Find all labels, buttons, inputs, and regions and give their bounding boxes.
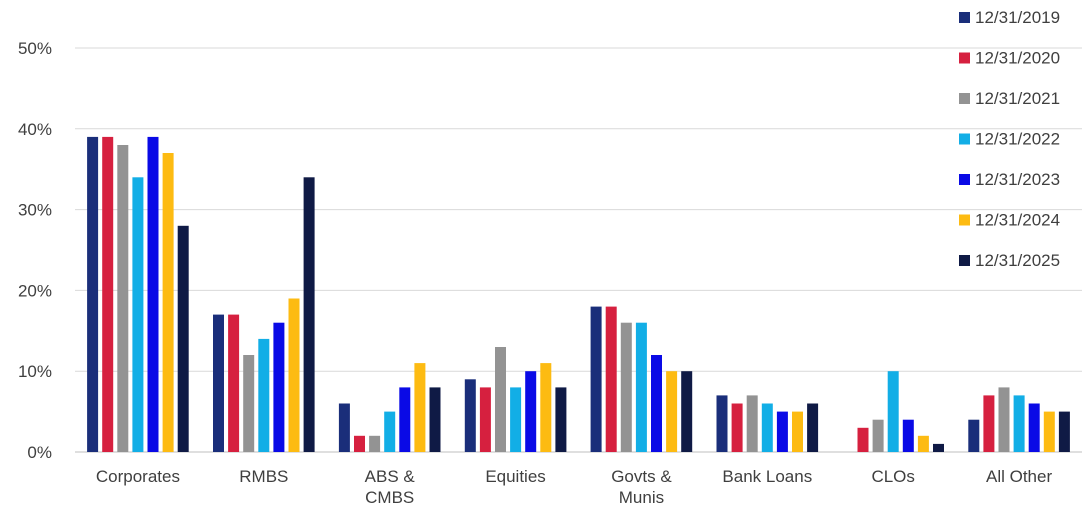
legend-item: 12/31/2020 (959, 49, 1060, 68)
legend-label: 12/31/2019 (975, 8, 1060, 27)
legend-label: 12/31/2024 (975, 211, 1060, 230)
legend-label: 12/31/2023 (975, 170, 1060, 189)
bar (510, 387, 522, 452)
bar (464, 379, 476, 452)
bar (620, 322, 632, 452)
y-tick-label: 0% (27, 443, 52, 462)
gridlines (75, 47, 1082, 453)
bar (983, 395, 995, 452)
bar (354, 435, 365, 452)
y-tick-label: 20% (18, 281, 52, 300)
bar (651, 355, 662, 452)
legend-item: 12/31/2023 (959, 170, 1060, 189)
bar (872, 419, 884, 452)
category-label: ABS & CMBS (365, 467, 416, 507)
legend-label: 12/31/2020 (975, 49, 1060, 68)
bar (605, 306, 617, 452)
bar (288, 298, 300, 452)
bar (147, 136, 159, 452)
legend-item: 12/31/2019 (959, 8, 1060, 27)
category-label: RMBS (239, 467, 288, 486)
y-tick-label: 50% (18, 39, 52, 58)
y-tick-label: 10% (18, 362, 52, 381)
bar (1058, 411, 1070, 452)
legend-item: 12/31/2025 (959, 251, 1060, 270)
bar (1028, 403, 1040, 452)
bar (746, 395, 758, 452)
legend-swatch (959, 93, 970, 104)
bar (998, 387, 1010, 452)
bar (177, 225, 189, 452)
category-label: All Other (986, 467, 1052, 486)
bar (555, 387, 567, 452)
legend-swatch (959, 52, 970, 64)
bar (338, 403, 350, 452)
bar (666, 371, 678, 452)
bar (273, 322, 285, 452)
bar (525, 371, 537, 452)
x-axis: Corporates RMBS ABS & CMBS Equities Govts & Mu… (96, 467, 1053, 507)
bar (479, 387, 491, 452)
bar (968, 419, 980, 452)
bar (902, 419, 914, 452)
bar (540, 363, 552, 452)
bar (102, 136, 114, 452)
category-label: Govts & Munis (611, 467, 672, 507)
legend-swatch (959, 174, 970, 185)
bar (414, 363, 426, 452)
category-label: Bank Loans (722, 467, 812, 486)
bar (369, 435, 381, 452)
bar (1043, 411, 1055, 452)
bar (635, 322, 647, 452)
bar (258, 338, 270, 452)
bar (590, 306, 602, 452)
legend-label: 12/31/2025 (975, 251, 1060, 270)
bar (807, 403, 819, 452)
bar (933, 443, 944, 452)
bar (731, 403, 743, 452)
bar (792, 411, 803, 452)
bar (681, 371, 693, 452)
legend-item: 12/31/2022 (959, 130, 1060, 149)
legend-swatch (959, 214, 970, 226)
bar (117, 145, 129, 452)
legend: 12/31/2019 12/31/2020 12/31/2021 12/31/2022… (959, 8, 1060, 270)
bar (162, 153, 174, 452)
bar (761, 403, 773, 452)
legend-label: 12/31/2021 (975, 89, 1060, 108)
bar (857, 427, 869, 452)
bars (87, 136, 1070, 453)
legend-swatch (959, 133, 970, 145)
bar (132, 177, 144, 453)
bar (228, 314, 240, 452)
bar (1013, 395, 1025, 452)
y-axis: 0% 10% 20% 30% 40% 50% (18, 39, 52, 462)
legend-item: 12/31/2024 (959, 211, 1060, 230)
bar (776, 411, 788, 452)
y-tick-label: 40% (18, 120, 52, 139)
category-label: CLOs (871, 467, 914, 486)
bar (716, 395, 728, 452)
bar (917, 435, 929, 452)
category-label: Equities (485, 467, 545, 486)
bar (213, 314, 224, 452)
bar (303, 177, 315, 453)
bar (87, 136, 99, 452)
bar (887, 371, 899, 452)
legend-label: 12/31/2022 (975, 130, 1060, 149)
bar (384, 411, 396, 452)
bar (495, 347, 506, 452)
bar (429, 387, 441, 452)
legend-swatch (959, 12, 970, 23)
bar (243, 355, 255, 452)
y-tick-label: 30% (18, 201, 52, 220)
legend-swatch (959, 255, 970, 266)
legend-item: 12/31/2021 (959, 89, 1060, 108)
bar (399, 387, 411, 452)
category-label: Corporates (96, 467, 180, 486)
